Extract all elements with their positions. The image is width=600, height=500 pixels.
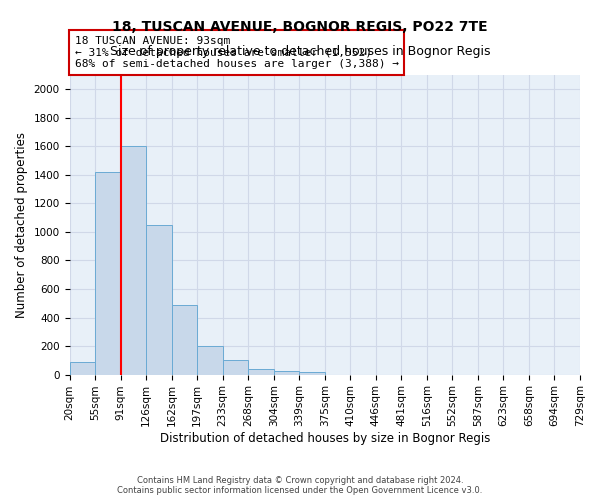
Bar xyxy=(70,362,95,374)
Bar xyxy=(172,304,197,374)
Text: 18 TUSCAN AVENUE: 93sqm
← 31% of detached houses are smaller (1,552)
68% of semi: 18 TUSCAN AVENUE: 93sqm ← 31% of detache… xyxy=(74,36,398,69)
Bar xyxy=(223,360,248,374)
Bar xyxy=(197,346,223,374)
X-axis label: Distribution of detached houses by size in Bognor Regis: Distribution of detached houses by size … xyxy=(160,432,490,445)
Y-axis label: Number of detached properties: Number of detached properties xyxy=(15,132,28,318)
Bar xyxy=(95,172,121,374)
Bar xyxy=(121,146,146,374)
Bar xyxy=(299,372,325,374)
Text: Contains HM Land Registry data © Crown copyright and database right 2024.
Contai: Contains HM Land Registry data © Crown c… xyxy=(118,476,482,495)
Bar xyxy=(274,371,299,374)
Bar xyxy=(146,225,172,374)
Text: 18, TUSCAN AVENUE, BOGNOR REGIS, PO22 7TE: 18, TUSCAN AVENUE, BOGNOR REGIS, PO22 7T… xyxy=(112,20,488,34)
Text: Size of property relative to detached houses in Bognor Regis: Size of property relative to detached ho… xyxy=(110,45,490,58)
Bar xyxy=(248,369,274,374)
